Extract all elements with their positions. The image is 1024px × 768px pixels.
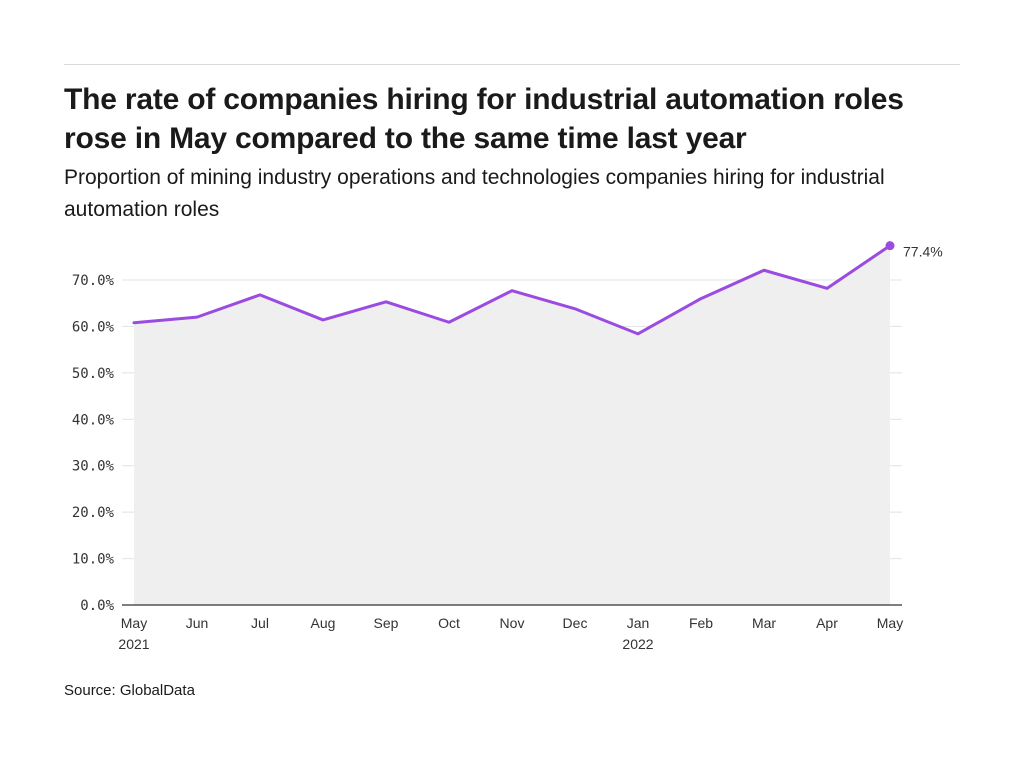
top-rule	[64, 64, 960, 65]
y-tick-label: 60.0%	[72, 319, 115, 335]
x-tick-label: May	[877, 615, 903, 631]
y-tick-label: 20.0%	[72, 505, 115, 521]
y-tick-label: 30.0%	[72, 459, 115, 475]
y-tick-label: 70.0%	[72, 273, 115, 289]
x-tick-year-label: 2022	[622, 636, 653, 652]
x-tick-label: Mar	[752, 615, 776, 631]
x-tick-year-label: 2021	[118, 636, 149, 652]
source-note: Source: GlobalData	[64, 682, 195, 699]
area-fill	[134, 245, 890, 605]
x-tick-label: Sep	[374, 615, 399, 631]
x-tick-label: Jul	[251, 615, 269, 631]
series-line	[132, 244, 892, 336]
chart-title: The rate of companies hiring for industr…	[64, 83, 904, 155]
y-tick-label: 10.0%	[72, 552, 115, 568]
x-tick-label: May	[121, 615, 147, 631]
area-layer	[134, 245, 890, 605]
x-tick-label: Aug	[311, 615, 336, 631]
x-tick-label: Jun	[186, 615, 209, 631]
label-layer: 77.4%	[903, 244, 943, 260]
x-tick-label: Apr	[816, 615, 838, 631]
x-tick-label: Jan	[627, 615, 650, 631]
x-tick-label: Feb	[689, 615, 713, 631]
y-tick-label: 40.0%	[72, 412, 115, 428]
y-tick-label: 0.0%	[80, 598, 114, 614]
last-point-marker	[885, 241, 895, 251]
axis-layer: 0.0% 10.0% 20.0% 30.0% 40.0% 50.0% 60.0% 70.0% M…	[72, 273, 903, 652]
data-label: 77.4%	[903, 244, 943, 260]
y-tick-label: 50.0%	[72, 366, 115, 382]
line-layer	[132, 241, 895, 336]
x-tick-label: Nov	[500, 615, 525, 631]
chart-subtitle: Proportion of mining industry operations…	[64, 166, 885, 221]
x-tick-label: Oct	[438, 615, 460, 631]
x-tick-label: Dec	[563, 615, 588, 631]
